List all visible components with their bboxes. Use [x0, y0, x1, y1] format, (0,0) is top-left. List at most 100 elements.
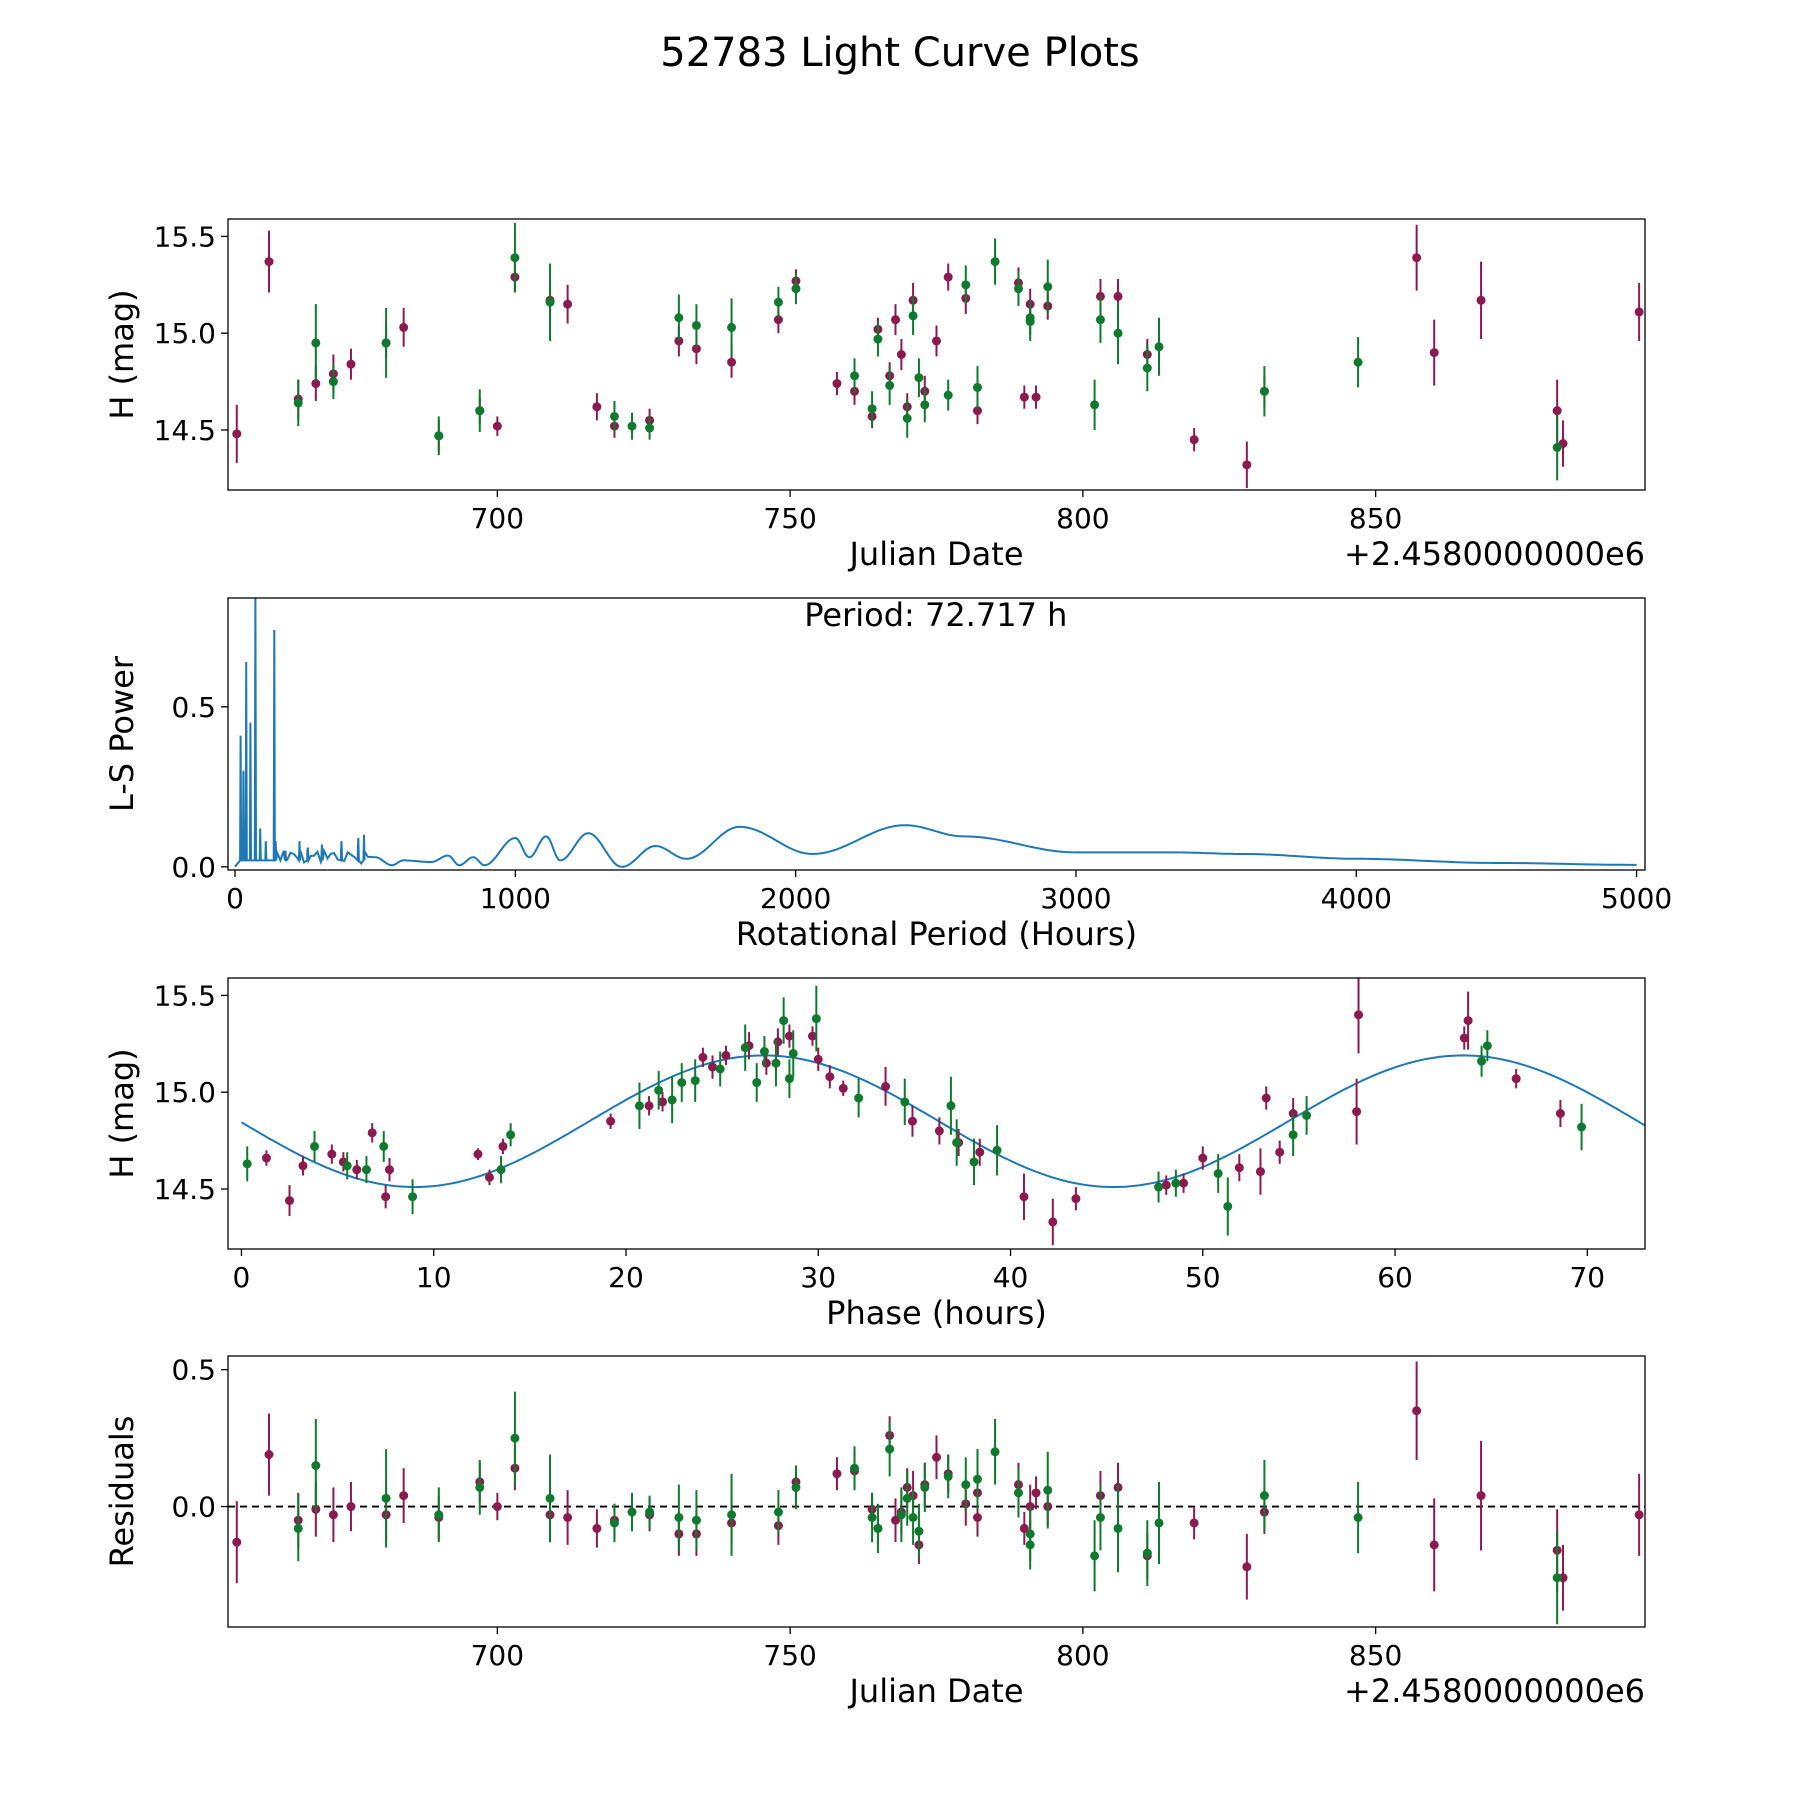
periodogram-line	[234, 598, 1637, 868]
data-point	[327, 1149, 337, 1159]
data-point	[346, 359, 356, 369]
data-point	[434, 431, 444, 441]
data-point	[784, 1074, 794, 1084]
y-axis-label: L-S Power	[103, 655, 141, 812]
data-point	[1555, 1109, 1565, 1118]
x-tick-label: 60	[1377, 1261, 1413, 1294]
data-point	[838, 1083, 848, 1093]
data-point	[674, 313, 684, 323]
data-point	[752, 1078, 762, 1088]
data-point	[658, 1097, 668, 1107]
data-point	[1154, 1182, 1164, 1192]
data-point	[381, 1192, 391, 1202]
data-point	[563, 299, 573, 309]
data-point	[1552, 406, 1562, 416]
data-point	[1634, 1510, 1644, 1520]
axes-residuals: 700 750 800 850 0.0 0.5 Julian Date Residuals +2…	[103, 1354, 1646, 1710]
data-point	[708, 1062, 718, 1072]
data-point	[367, 1128, 377, 1138]
data-point	[908, 1513, 918, 1523]
data-point	[961, 280, 971, 290]
data-point	[264, 257, 274, 267]
data-point	[932, 336, 941, 346]
data-point	[1302, 1110, 1312, 1120]
y-axis-label: H (mag)	[103, 1048, 141, 1178]
data-point	[914, 373, 924, 383]
series-red	[232, 224, 1644, 489]
data-point	[492, 1502, 502, 1512]
series-red	[232, 1361, 1644, 1611]
data-point	[896, 350, 906, 359]
x-offset-text: +2.4580000000e6	[1344, 1672, 1645, 1710]
data-point	[1275, 1147, 1285, 1157]
data-point	[920, 400, 930, 410]
series-red	[261, 978, 1565, 1246]
data-point	[408, 1192, 418, 1202]
data-point	[972, 406, 982, 416]
data-point	[943, 1471, 953, 1481]
data-point	[1354, 1010, 1364, 1020]
data-point	[773, 1507, 783, 1517]
data-point	[934, 1126, 944, 1136]
data-point	[492, 421, 502, 431]
data-point	[990, 257, 1000, 267]
data-point	[1048, 1217, 1058, 1227]
x-tick-label: 850	[1349, 1639, 1402, 1672]
data-point	[1242, 460, 1252, 470]
data-point	[907, 1116, 917, 1126]
data-point	[1223, 1201, 1233, 1211]
data-point	[609, 411, 619, 421]
x-tick-label: 10	[416, 1261, 452, 1294]
x-tick-label: 3000	[1040, 882, 1111, 915]
data-point	[1429, 348, 1439, 358]
data-point	[1198, 1153, 1208, 1163]
data-point	[1511, 1074, 1521, 1084]
data-point	[690, 1076, 700, 1086]
data-point	[381, 338, 391, 348]
data-point	[1171, 1178, 1181, 1188]
data-point	[1025, 313, 1035, 323]
fit-curve	[240, 1054, 1645, 1189]
data-point	[873, 1523, 883, 1533]
data-point	[902, 413, 912, 423]
data-point	[379, 1141, 389, 1151]
data-point	[761, 1058, 771, 1068]
data-point	[691, 344, 701, 354]
data-point	[759, 1047, 769, 1057]
data-point	[1142, 363, 1152, 373]
data-point	[496, 1165, 506, 1175]
data-point	[510, 1433, 520, 1443]
data-point	[885, 1444, 895, 1454]
x-tick-label: 5000	[1601, 882, 1672, 915]
data-point	[1412, 253, 1422, 263]
data-point	[1071, 1194, 1081, 1204]
figure-title: 52783 Light Curve Plots	[660, 30, 1139, 76]
data-point	[1477, 1056, 1487, 1066]
data-point	[1019, 392, 1029, 402]
data-point	[1352, 1107, 1362, 1117]
data-point	[969, 1157, 979, 1167]
data-point	[867, 404, 877, 414]
x-axis-label: Rotational Period (Hours)	[736, 915, 1137, 953]
axes-periodogram: 0 1000 2000 3000 4000 5000 0.0 0.5 Rotational Pe…	[103, 596, 1672, 953]
x-tick-label: 4000	[1321, 882, 1392, 915]
data-point	[510, 253, 520, 263]
data-point	[1013, 1488, 1023, 1498]
data-point	[902, 1493, 912, 1503]
data-point	[920, 1482, 930, 1492]
plot-area-phased	[240, 978, 1645, 1246]
data-point	[1090, 400, 1100, 410]
data-point	[1476, 1491, 1486, 1501]
data-point	[1019, 1523, 1029, 1533]
data-point	[385, 1165, 395, 1175]
x-tick-label: 700	[471, 502, 524, 535]
data-point	[1552, 1573, 1562, 1583]
data-point	[773, 297, 783, 307]
y-tick-label: 15.5	[154, 979, 216, 1012]
data-point	[645, 423, 655, 433]
data-point	[975, 1147, 985, 1157]
data-point	[627, 421, 637, 431]
data-point	[434, 1510, 444, 1520]
x-tick-label: 30	[800, 1261, 836, 1294]
